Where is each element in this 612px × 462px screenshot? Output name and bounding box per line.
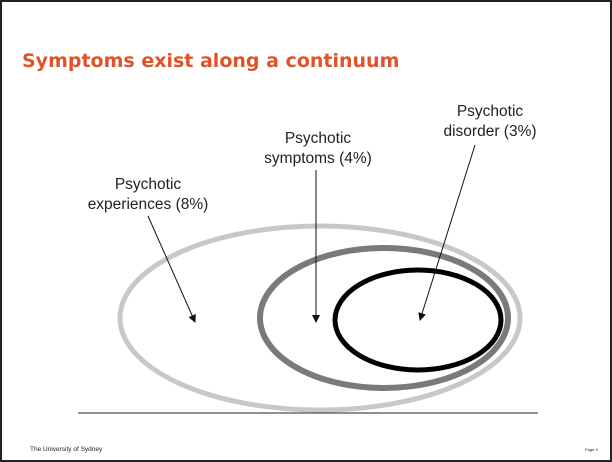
- label-line: disorder (3%): [443, 123, 536, 140]
- inner-ellipse: [332, 267, 504, 373]
- label-line: experiences (8%): [88, 196, 209, 213]
- outer-ellipse: [117, 223, 523, 413]
- label-line: symptoms (4%): [264, 150, 372, 167]
- label-line: Psychotic: [285, 130, 352, 147]
- footer-left: The University of Sydney: [30, 446, 103, 453]
- label-line: Psychotic: [115, 176, 182, 193]
- footer-right: Page 9: [585, 447, 598, 452]
- middle-ellipse: [257, 245, 511, 391]
- arrow: [147, 215, 196, 323]
- slide-title: Symptoms exist along a continuum: [22, 50, 399, 72]
- arrow: [418, 144, 476, 321]
- label-line: Psychotic: [457, 103, 524, 120]
